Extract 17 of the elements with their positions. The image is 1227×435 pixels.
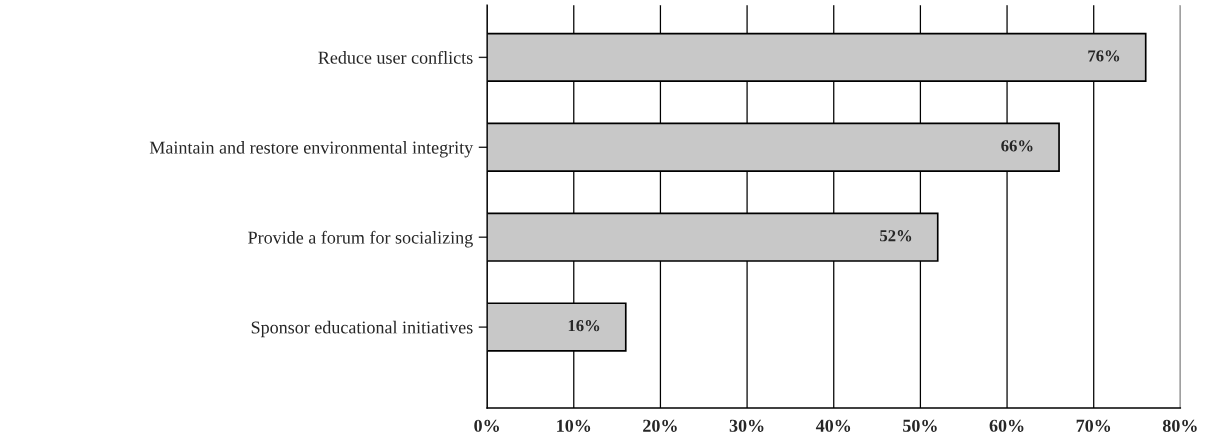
x-tick-label: 80% — [1162, 419, 1197, 432]
data-label: 16% — [568, 320, 600, 332]
y-tick-label: Provide a forum for socializing — [248, 230, 473, 248]
x-tick-label: 60% — [989, 419, 1024, 432]
data-label: 66% — [1001, 140, 1033, 152]
x-tick-label: 50% — [903, 419, 937, 432]
x-tick-label: 30% — [729, 419, 764, 432]
y-tick-label: Maintain and restore environmental integrity — [149, 141, 474, 158]
y-tick-label: Sponsor educational initiatives — [251, 320, 473, 338]
data-label: 76% — [1088, 50, 1120, 62]
x-tick-label: 10% — [557, 419, 591, 432]
x-tick-label: 70% — [1076, 419, 1111, 432]
x-tick-label: 0% — [474, 419, 499, 432]
y-tick-label: Reduce user conflicts — [318, 50, 473, 64]
x-tick-label: 40% — [815, 419, 851, 432]
x-tick-label: 20% — [643, 419, 677, 432]
data-label: 52% — [880, 230, 912, 242]
